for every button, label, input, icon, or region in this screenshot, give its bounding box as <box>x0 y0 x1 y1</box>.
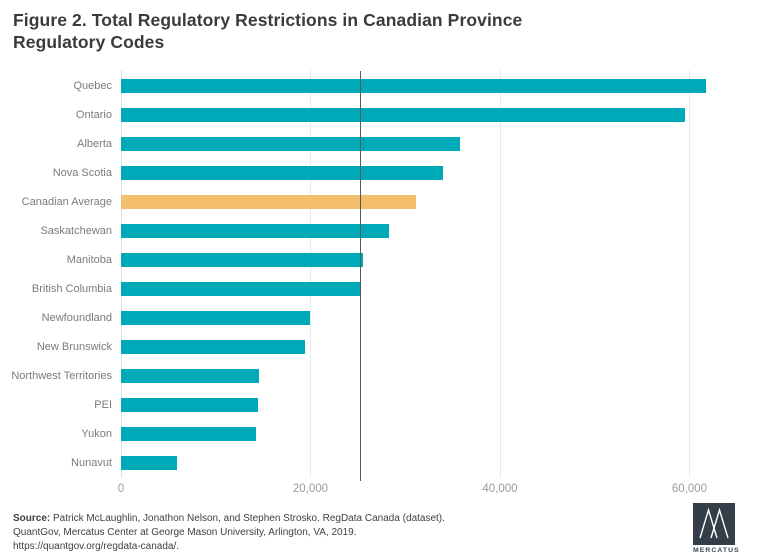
source-line-1: Source: Patrick McLaughlin, Jonathon Nel… <box>13 512 613 526</box>
gridline-20,000 <box>310 70 311 478</box>
category-label-british-columbia: British Columbia <box>31 282 112 295</box>
bar-alberta <box>121 136 461 151</box>
bar-pei <box>121 398 259 413</box>
bar-nunavut <box>121 456 177 471</box>
source-label: Source: <box>13 513 51 524</box>
bar-ontario <box>121 107 685 122</box>
category-label-alberta: Alberta <box>77 137 112 150</box>
bar-british-columbia <box>121 281 360 296</box>
bar-quebec <box>121 78 706 93</box>
mercatus-logo-icon <box>693 503 735 545</box>
bar-yukon <box>121 427 256 442</box>
category-label-nunavut: Nunavut <box>71 457 112 470</box>
reference-line <box>359 71 362 481</box>
category-label-manitoba: Manitoba <box>66 253 112 266</box>
category-label-quebec: Quebec <box>73 79 112 92</box>
category-label-canadian-average: Canadian Average <box>21 195 112 208</box>
category-label-nova-scotia: Nova Scotia <box>52 166 112 179</box>
mercatus-logo: MERCATUS <box>693 503 740 554</box>
bar-saskatchewan <box>121 223 390 238</box>
category-label-pei: PEI <box>94 399 112 412</box>
source-text: Patrick McLaughlin, Jonathon Nelson, and… <box>50 513 445 524</box>
bar-canadian-average <box>121 194 416 209</box>
bar-nova-scotia <box>121 165 444 180</box>
bar-newfoundland <box>121 310 310 325</box>
source-line-2: QuantGov, Mercatus Center at George Maso… <box>13 527 357 538</box>
category-label-newfoundland: Newfoundland <box>41 311 112 324</box>
x-tick-label-20,000: 20,000 <box>292 483 329 495</box>
gridline-40,000 <box>499 70 501 478</box>
bar-manitoba <box>121 252 363 267</box>
bar-northwest-territories <box>121 369 260 383</box>
category-label-new-brunswick: New Brunswick <box>36 340 112 353</box>
source-url: https://quantgov.org/regdata-canada/. <box>13 541 180 552</box>
gridline-60,000 <box>689 70 690 478</box>
source-note: Source: Patrick McLaughlin, Jonathon Nel… <box>13 512 613 554</box>
x-tick-label-0: 0 <box>117 483 125 495</box>
bar-new-brunswick <box>121 339 305 354</box>
category-label-saskatchewan: Saskatchewan <box>40 224 112 237</box>
x-tick-label-60,000: 60,000 <box>671 483 708 495</box>
category-label-ontario: Ontario <box>75 108 112 121</box>
mercatus-logo-text: MERCATUS <box>693 547 740 554</box>
x-tick-label-40,000: 40,000 <box>482 483 518 495</box>
gridline-0 <box>120 70 122 478</box>
category-label-yukon: Yukon <box>81 428 112 441</box>
chart-title: Figure 2. Total Regulatory Restrictions … <box>13 10 523 53</box>
category-label-northwest-territories: Northwest Territories <box>11 370 112 382</box>
